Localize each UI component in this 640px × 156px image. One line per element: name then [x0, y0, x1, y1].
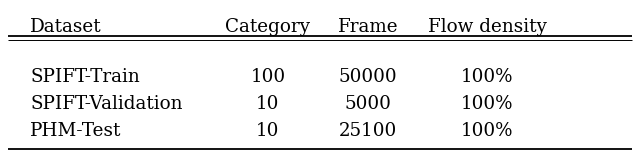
Text: 25100: 25100 — [339, 122, 397, 140]
Text: Dataset: Dataset — [30, 18, 102, 36]
Text: 100%: 100% — [461, 122, 513, 140]
Text: Frame: Frame — [338, 18, 398, 36]
Text: 50000: 50000 — [339, 68, 397, 86]
Text: SPIFT-Validation: SPIFT-Validation — [30, 95, 182, 113]
Text: 100%: 100% — [461, 95, 513, 113]
Text: 100: 100 — [250, 68, 285, 86]
Text: PHM-Test: PHM-Test — [30, 122, 122, 140]
Text: 10: 10 — [256, 95, 280, 113]
Text: Category: Category — [225, 18, 310, 36]
Text: 10: 10 — [256, 122, 280, 140]
Text: SPIFT-Train: SPIFT-Train — [30, 68, 140, 86]
Text: Flow density: Flow density — [428, 18, 547, 36]
Text: 5000: 5000 — [344, 95, 392, 113]
Text: 100%: 100% — [461, 68, 513, 86]
